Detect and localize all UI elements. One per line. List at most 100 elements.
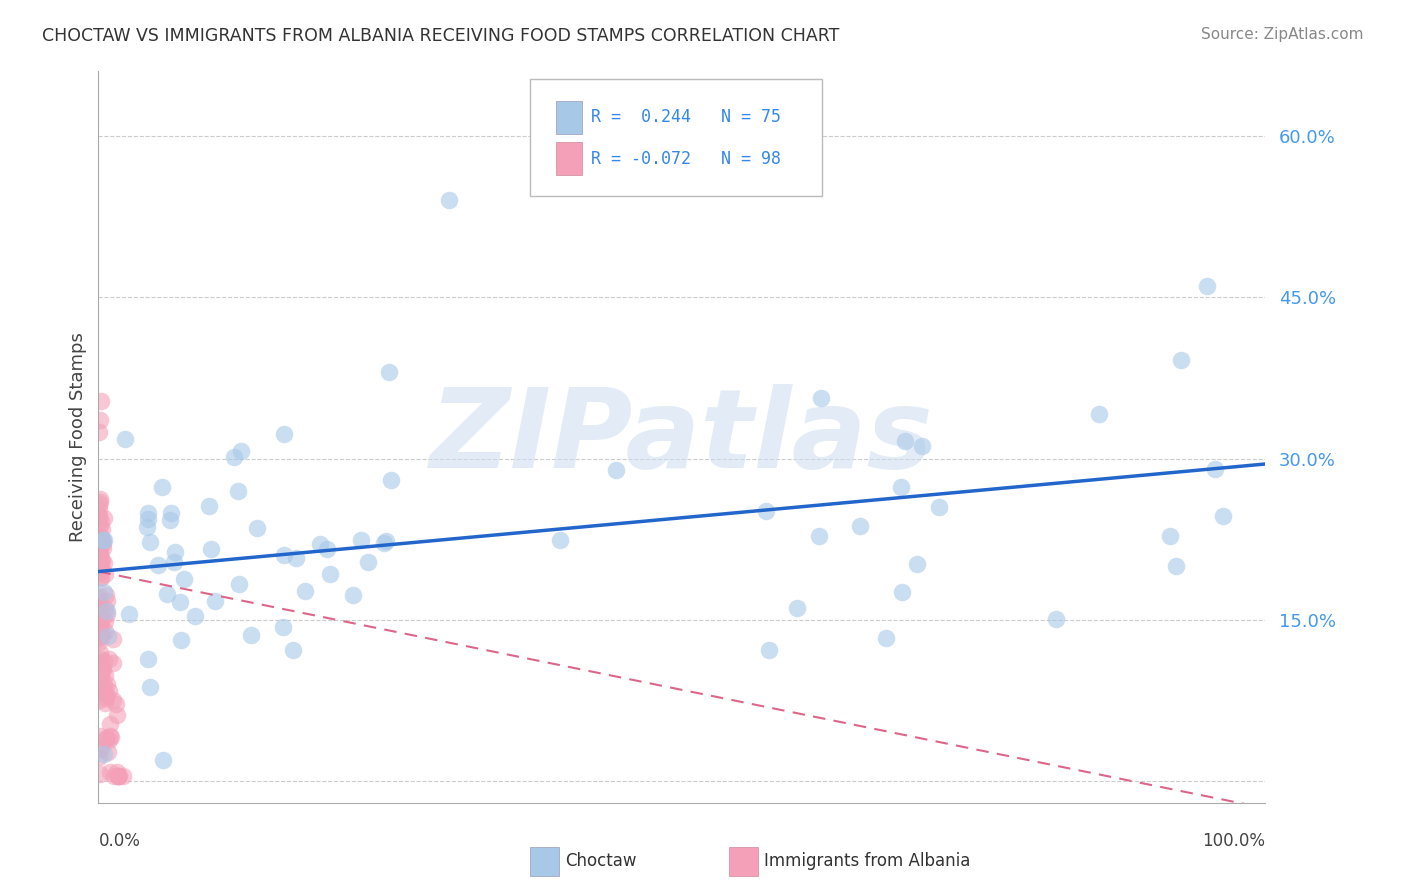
Point bbox=[222, 450, 245, 464]
Point bbox=[197, 500, 219, 514]
Point bbox=[111, 769, 134, 783]
Point bbox=[89, 546, 111, 560]
FancyBboxPatch shape bbox=[530, 78, 823, 195]
Point bbox=[152, 753, 174, 767]
Point bbox=[93, 533, 115, 547]
Point bbox=[228, 577, 250, 591]
Point bbox=[786, 600, 808, 615]
Point bbox=[91, 662, 114, 676]
Point bbox=[204, 594, 226, 608]
Point bbox=[107, 769, 129, 783]
Point bbox=[90, 554, 112, 568]
Point bbox=[89, 629, 111, 643]
Point bbox=[163, 544, 186, 558]
Point bbox=[101, 632, 124, 646]
Point bbox=[87, 508, 110, 523]
Point bbox=[89, 628, 111, 642]
Point bbox=[319, 566, 342, 581]
Text: ZIPatlas: ZIPatlas bbox=[430, 384, 934, 491]
Point bbox=[103, 769, 125, 783]
Point bbox=[100, 717, 122, 731]
Text: Source: ZipAtlas.com: Source: ZipAtlas.com bbox=[1201, 27, 1364, 42]
Point bbox=[89, 766, 111, 780]
Point bbox=[96, 690, 118, 705]
Point bbox=[159, 513, 181, 527]
Point bbox=[810, 391, 832, 405]
Point bbox=[93, 510, 115, 524]
Text: R = -0.072   N = 98: R = -0.072 N = 98 bbox=[591, 150, 780, 168]
Point bbox=[437, 194, 460, 208]
Bar bbox=[555, 143, 582, 175]
Point bbox=[1164, 559, 1187, 574]
Point bbox=[94, 668, 117, 682]
Point bbox=[173, 572, 195, 586]
Point bbox=[1088, 407, 1111, 421]
Point bbox=[807, 529, 830, 543]
Point bbox=[1195, 279, 1218, 293]
Point bbox=[200, 542, 222, 557]
Point bbox=[87, 597, 110, 611]
Point bbox=[94, 588, 117, 602]
Point bbox=[90, 394, 112, 409]
Point bbox=[894, 434, 917, 448]
Point bbox=[89, 547, 111, 561]
Point bbox=[108, 769, 131, 783]
Point bbox=[87, 623, 110, 637]
Point bbox=[87, 497, 110, 511]
Point bbox=[755, 504, 778, 518]
Point bbox=[89, 605, 111, 619]
Point bbox=[136, 520, 159, 534]
Point bbox=[294, 584, 316, 599]
Point bbox=[156, 587, 179, 601]
Point bbox=[136, 652, 159, 666]
Point bbox=[89, 729, 111, 743]
Point bbox=[907, 557, 929, 571]
Point bbox=[849, 519, 872, 533]
Point bbox=[93, 556, 115, 570]
Point bbox=[90, 629, 112, 643]
Point bbox=[93, 654, 115, 668]
Point bbox=[380, 473, 402, 487]
Point bbox=[91, 613, 114, 627]
Point bbox=[91, 625, 114, 640]
Point bbox=[105, 765, 128, 780]
Text: Immigrants from Albania: Immigrants from Albania bbox=[763, 853, 970, 871]
Point bbox=[101, 656, 124, 670]
Point bbox=[94, 601, 117, 615]
Point bbox=[89, 542, 111, 557]
Point bbox=[152, 479, 174, 493]
Point bbox=[104, 697, 127, 711]
Point bbox=[239, 628, 262, 642]
Point bbox=[91, 680, 114, 694]
Bar bbox=[555, 101, 582, 134]
Point bbox=[1204, 462, 1226, 476]
Point bbox=[93, 747, 115, 762]
Point bbox=[90, 571, 112, 585]
Point bbox=[96, 688, 118, 702]
Point bbox=[309, 537, 332, 551]
Point bbox=[159, 506, 181, 520]
Point bbox=[357, 555, 380, 569]
Point bbox=[93, 684, 115, 698]
Point bbox=[90, 651, 112, 665]
Point bbox=[94, 624, 117, 638]
Point bbox=[107, 769, 129, 783]
Point bbox=[100, 730, 122, 744]
Point bbox=[148, 558, 170, 572]
Point bbox=[350, 533, 373, 547]
Point bbox=[87, 527, 110, 541]
Point bbox=[91, 536, 114, 550]
Point bbox=[136, 506, 159, 520]
Point bbox=[91, 663, 114, 677]
Point bbox=[89, 561, 111, 575]
Point bbox=[87, 692, 110, 706]
Point bbox=[89, 494, 111, 508]
Point bbox=[1212, 509, 1234, 524]
Point bbox=[91, 685, 114, 699]
Point bbox=[89, 413, 111, 427]
Point bbox=[89, 492, 111, 507]
Text: 0.0%: 0.0% bbox=[98, 832, 141, 850]
Text: 100.0%: 100.0% bbox=[1202, 832, 1265, 850]
Point bbox=[98, 764, 121, 779]
Point bbox=[281, 643, 304, 657]
